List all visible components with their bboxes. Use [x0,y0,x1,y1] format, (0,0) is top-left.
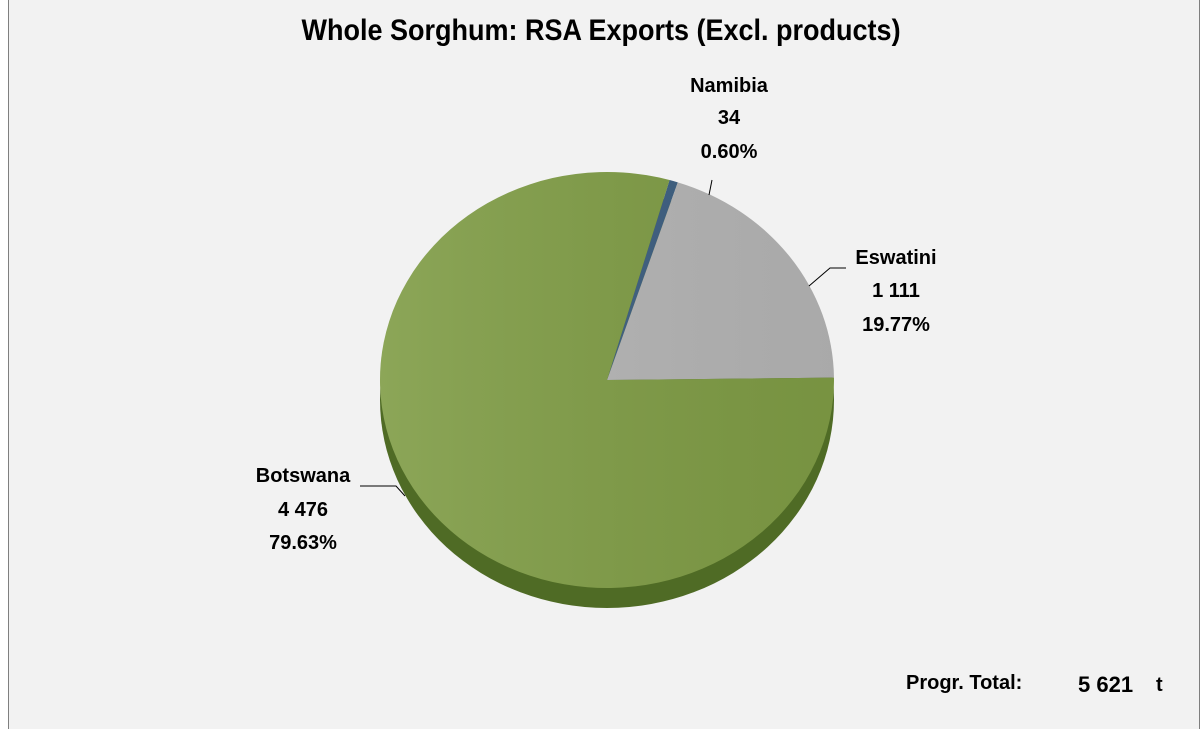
progr-total-label: Progr. Total: [906,672,1023,694]
data-label-namibia: Namibia 34 0.60% [690,75,769,163]
label-value-botswana: 4 476 [278,499,328,521]
label-name-namibia: Namibia [690,75,769,97]
chart-title: Whole Sorghum: RSA Exports (Excl. produc… [301,14,901,47]
pie-highlight [380,172,834,588]
label-name-botswana: Botswana [256,465,351,487]
label-percent-botswana: 79.63% [269,532,337,554]
label-percent-namibia: 0.60% [701,141,758,163]
label-percent-eswatini: 19.77% [862,314,930,336]
leader-line-botswana [360,485,406,497]
leader-line-eswatini [808,267,846,287]
progr-total-value: 5 621 [1078,672,1134,697]
label-value-namibia: 34 [718,107,741,129]
label-name-eswatini: Eswatini [855,247,936,269]
leader-line-namibia [708,179,713,196]
data-label-botswana: Botswana 4 476 79.63% [256,465,351,554]
progr-total-unit: t [1156,674,1163,696]
data-label-eswatini: Eswatini 1 111 19.77% [855,247,936,336]
label-value-eswatini: 1 111 [872,280,920,302]
